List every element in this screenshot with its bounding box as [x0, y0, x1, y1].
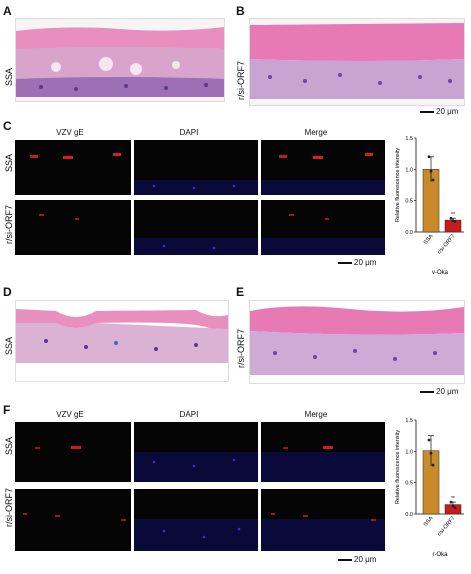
fluor-f-orf7-merge — [261, 489, 385, 551]
fluor-f-orf7-vzv — [15, 489, 131, 551]
he-image-e — [249, 300, 465, 384]
panel-label-e: E — [236, 285, 245, 299]
chart-f-ylabel: Relative fluorescence intensity — [395, 430, 401, 505]
chart-c-sig-1: ** — [451, 212, 455, 218]
he-tissue-a — [16, 19, 224, 101]
bar-chart-c: Relative fluorescence intensity 0.0 0.5 1.0… — [395, 136, 464, 276]
chart-c-point-0-0 — [427, 155, 431, 159]
row-label-d: SSA — [4, 336, 14, 355]
scale-bar-label-b: 20 μm — [436, 107, 459, 116]
row-label-c-ssa: SSA — [4, 153, 14, 172]
chart-c-xlabel: v-Oka — [432, 270, 449, 276]
fluor-c-ssa-dapi — [134, 140, 258, 195]
chart-f-ytick-label-0: 0.0 — [405, 512, 413, 518]
chart-f-point-0-1 — [429, 451, 433, 455]
scale-bar-line-e — [420, 390, 434, 393]
fluor-c-orf7-vzv — [15, 200, 131, 255]
scale-bar-e: 20 μm — [420, 387, 458, 396]
panel-label-c: C — [3, 119, 12, 133]
scale-bar-line-f — [338, 558, 352, 561]
scale-bar-label-c: 20 μm — [354, 258, 377, 267]
fluor-c-ssa-merge — [261, 140, 385, 195]
chart-c-xtick-label-1: r/si-ORF7 — [437, 233, 457, 255]
fluor-f-ssa-vzv — [15, 422, 131, 482]
he-image-a — [15, 18, 225, 102]
panel-label-d: D — [3, 285, 12, 299]
he-tissue-d — [16, 301, 228, 381]
chart-f-ytick-label-3: 1.5 — [405, 418, 413, 424]
row-label-c-orf7: r/si-ORF7 — [4, 205, 14, 244]
chart-f-sig-1: ** — [451, 496, 455, 502]
panel-label-b: B — [236, 4, 245, 18]
scale-bar-label-f: 20 μm — [354, 555, 377, 564]
fluor-f-ssa-dapi — [134, 422, 258, 482]
chart-c-point-1-0 — [449, 216, 453, 220]
chart-f-point-0-0 — [427, 438, 431, 442]
chart-c-ytick-label-0: 0.0 — [405, 230, 413, 236]
scale-bar-label-e: 20 μm — [436, 387, 459, 396]
scale-bar-c: 20 μm — [338, 258, 376, 267]
fluor-c-ssa-vzv — [15, 140, 131, 195]
row-label-f-orf7: r/si-ORF7 — [4, 488, 14, 527]
chart-f-point-0-2 — [431, 463, 435, 467]
col-header-f-dapi: DAPI — [179, 410, 199, 419]
col-header-f-merge: Merge — [304, 410, 328, 419]
chart-c-ytick-label-3: 1.5 — [405, 136, 413, 142]
col-header-f-vzv: VZV gE — [56, 410, 84, 419]
chart-c-point-0-1 — [429, 169, 433, 173]
fluor-f-ssa-merge — [261, 422, 385, 482]
row-label-e: r/si-ORF7 — [236, 329, 246, 368]
col-header-c-dapi: DAPI — [179, 128, 199, 137]
panel-label-a: A — [3, 4, 12, 18]
chart-c-ylabel: Relative fluorescence intensity — [395, 148, 401, 223]
col-header-c-merge: Merge — [304, 128, 328, 137]
chart-c-point-0-2 — [431, 178, 435, 182]
panel-label-f: F — [3, 403, 11, 417]
scale-bar-f: 20 μm — [338, 555, 376, 564]
row-label-b: r/si-ORF7 — [236, 61, 246, 100]
chart-f-point-1-2 — [453, 506, 457, 510]
row-label-a: SSA — [4, 67, 14, 86]
chart-c-xtick-label-0: SSA — [423, 233, 435, 246]
he-image-b — [249, 18, 465, 106]
scale-bar-line-b — [420, 110, 434, 113]
fluor-c-orf7-merge — [261, 200, 385, 255]
chart-f-xlabel: r-Oka — [433, 552, 449, 558]
he-tissue-e — [250, 301, 464, 383]
scale-bar-line-c — [338, 261, 352, 264]
chart-f-ytick-label-1: 0.5 — [405, 481, 413, 487]
chart-c-ytick-label-2: 1.0 — [405, 167, 413, 173]
fluor-c-orf7-dapi — [134, 200, 258, 255]
chart-f-point-1-0 — [449, 500, 453, 504]
bar-chart-f: Relative fluorescence intensity 0.0 0.5 1.0… — [395, 418, 464, 558]
row-label-f-ssa: SSA — [4, 436, 14, 455]
fluor-f-orf7-dapi — [134, 489, 258, 551]
chart-c-ytick-label-1: 0.5 — [405, 199, 413, 205]
chart-f-point-1-1 — [451, 504, 455, 508]
he-tissue-b — [250, 19, 464, 105]
scale-bar-b: 20 μm — [420, 107, 458, 116]
chart-f-ytick-label-2: 1.0 — [405, 449, 413, 455]
chart-f-xtick-label-0: SSA — [423, 515, 435, 528]
col-header-c-vzv: VZV gE — [56, 128, 84, 137]
he-image-d — [15, 300, 229, 382]
chart-f-xtick-label-1: r/si-ORF7 — [437, 515, 457, 537]
chart-c-point-1-2 — [453, 219, 457, 223]
